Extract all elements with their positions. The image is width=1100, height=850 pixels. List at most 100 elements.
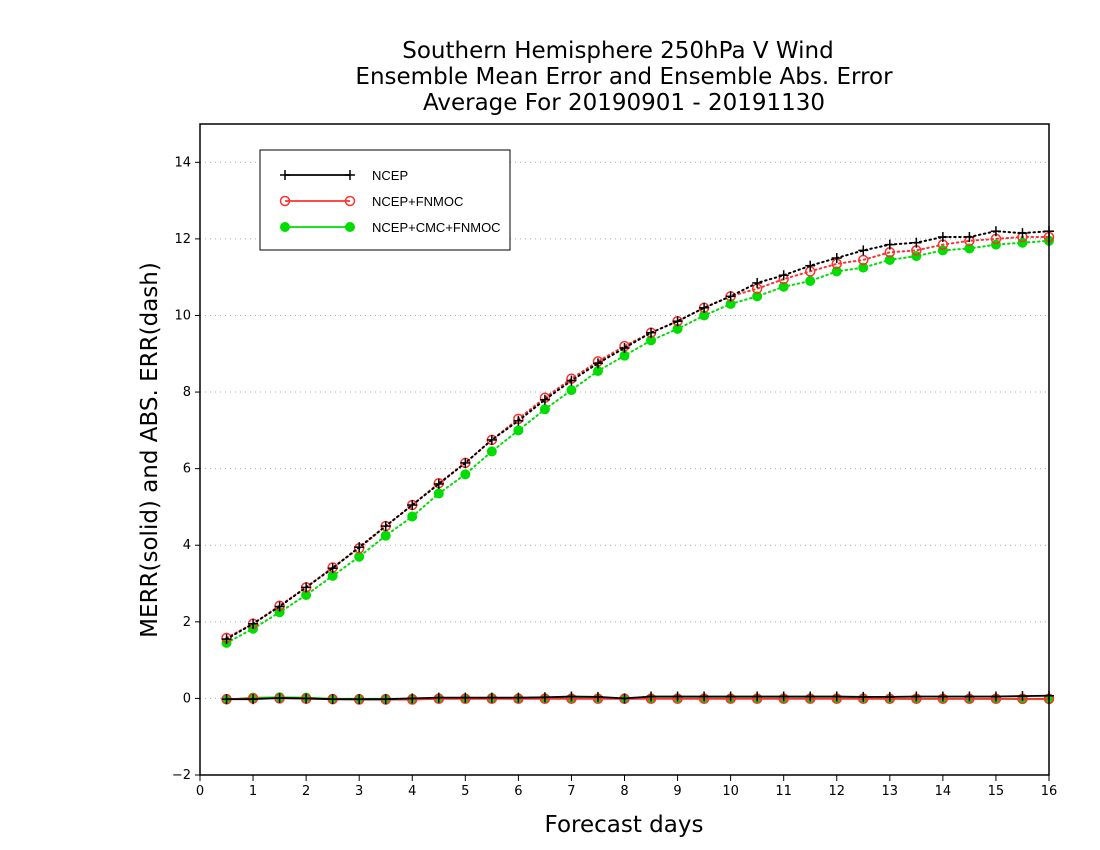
abs-error-point <box>964 243 975 254</box>
mean-error-point <box>407 693 418 704</box>
abs-error-line <box>225 236 1050 639</box>
y-tick-label: −2 <box>172 768 191 783</box>
abs-error-line <box>225 230 1050 641</box>
abs-error-point <box>486 434 497 445</box>
mean-error-point <box>486 692 497 703</box>
mean-error-point <box>911 691 922 702</box>
abs-error-point <box>407 500 418 511</box>
legend-marker-end <box>345 170 355 180</box>
abs-error-point <box>460 457 471 468</box>
abs-error-point <box>752 291 763 302</box>
mean-error-point <box>831 691 842 702</box>
x-tick-label: 3 <box>355 784 363 799</box>
mean-error-point <box>221 694 232 705</box>
abs-error-point <box>301 582 312 593</box>
x-tick-label: 16 <box>1041 784 1058 799</box>
legend-marker-start <box>280 170 290 180</box>
legend-marker-end <box>345 222 355 232</box>
abs-error-point <box>619 343 630 354</box>
mean-error-point <box>354 694 365 705</box>
abs-error-point <box>274 601 285 612</box>
series-area <box>221 226 1055 705</box>
abs-error-point <box>407 511 418 522</box>
mean-error-point <box>964 691 975 702</box>
abs-error-point <box>460 469 471 480</box>
x-tick-label: 11 <box>775 784 792 799</box>
chart-title: Southern Hemisphere 250hPa V Wind Ensemb… <box>355 38 893 116</box>
x-tick-label: 9 <box>673 784 681 799</box>
x-tick-label: 0 <box>196 784 204 799</box>
abs-error-point <box>831 266 842 277</box>
mean-error-point <box>460 692 471 703</box>
legend-marker-start <box>280 222 290 232</box>
abs-error-point <box>646 327 657 338</box>
x-tick-label: 10 <box>722 784 739 799</box>
mean-error-point <box>805 691 816 702</box>
legend-label: NCEP+CMC+FNMOC <box>372 220 501 235</box>
abs-error-point <box>513 415 524 426</box>
x-tick-label: 2 <box>302 784 310 799</box>
legend-item: NCEP <box>280 168 408 183</box>
mean-error-point <box>592 691 603 702</box>
y-tick-label: 0 <box>183 691 191 706</box>
chart-title-line-1: Southern Hemisphere 250hPa V Wind <box>402 38 833 64</box>
x-tick-label: 1 <box>249 784 257 799</box>
y-tick-label: 4 <box>183 538 191 553</box>
mean-error-point <box>752 691 763 702</box>
abs-error-point <box>964 231 975 242</box>
legend-marker-end <box>344 195 356 207</box>
y-tick-label: 8 <box>183 385 191 400</box>
x-tick-label: 7 <box>567 784 575 799</box>
legend: NCEP NCEP+FNMOC NCEP+CMC+FNMOC <box>259 149 511 251</box>
mean-error-point <box>937 691 948 702</box>
abs-error-point <box>433 488 444 499</box>
abs-error-point <box>592 358 603 369</box>
abs-error-point <box>433 478 444 489</box>
y-tick-label: 14 <box>174 155 191 170</box>
legend-items: NCEP NCEP+FNMOC NCEP+CMC+FNMOC <box>279 168 501 235</box>
abs-error-point <box>831 253 842 264</box>
mean-error-point <box>699 691 710 702</box>
x-tick-label: 5 <box>461 784 469 799</box>
mean-error-point <box>672 691 683 702</box>
abs-error-point <box>990 226 1001 237</box>
x-tick-label: 13 <box>882 784 899 799</box>
abs-error-point <box>778 270 789 281</box>
legend-label: NCEP <box>372 168 408 183</box>
abs-error-point <box>725 291 736 302</box>
mean-error-point <box>513 692 524 703</box>
series-ncep-cmc-fnmoc <box>221 235 1054 705</box>
mean-error-point <box>566 691 577 702</box>
abs-error-point <box>566 385 577 396</box>
grid-lines <box>200 161 1049 776</box>
mean-error-point <box>274 693 285 704</box>
mean-error-point <box>301 693 312 704</box>
legend-box <box>259 149 511 251</box>
series-ncep <box>221 226 1054 705</box>
mean-error-point <box>1017 691 1028 702</box>
abs-error-point <box>380 530 391 541</box>
mean-error-point <box>619 693 630 704</box>
abs-error-point <box>539 404 550 415</box>
abs-error-point <box>248 618 259 629</box>
abs-error-point <box>354 542 365 553</box>
x-axis-label: Forecast days <box>545 812 704 838</box>
y-tick-label: 2 <box>183 615 191 630</box>
legend-item: NCEP+FNMOC <box>279 194 463 209</box>
abs-error-point <box>513 425 524 436</box>
abs-error-point <box>327 563 338 574</box>
abs-error-point <box>858 262 869 273</box>
x-tick-label: 4 <box>408 784 416 799</box>
y-tick-label: 12 <box>174 232 191 247</box>
abs-error-point <box>778 281 789 292</box>
x-tick-label: 12 <box>828 784 845 799</box>
abs-error-point <box>566 375 577 386</box>
abs-error-point <box>1017 228 1028 239</box>
mean-error-point <box>778 691 789 702</box>
abs-error-point <box>805 276 816 287</box>
abs-error-point <box>858 245 869 256</box>
abs-error-point <box>752 277 763 288</box>
chart-title-line-2: Ensemble Mean Error and Ensemble Abs. Er… <box>355 64 893 90</box>
